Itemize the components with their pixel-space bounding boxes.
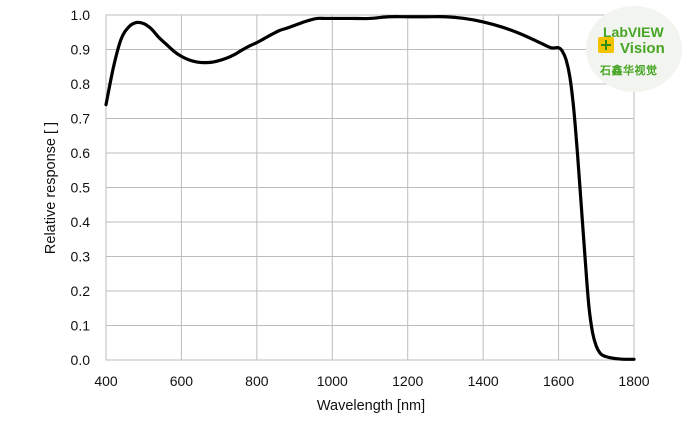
x-tick-label: 1800: [618, 373, 649, 389]
y-axis-title: Relative response [ ]: [43, 122, 59, 254]
x-tick-label: 1200: [392, 373, 423, 389]
series-line: [104, 15, 636, 361]
y-tick-label: 0.4: [71, 214, 91, 230]
x-tick-label: 400: [94, 373, 118, 389]
y-tick-label: 0.5: [71, 180, 91, 196]
plus-icon: [598, 37, 614, 53]
y-tick-label: 0.3: [71, 249, 91, 265]
y-tick-label: 0.1: [71, 318, 91, 334]
x-axis-title: Wavelength [nm]: [317, 398, 425, 414]
series-group: [104, 15, 636, 361]
x-tick-label: 1600: [543, 373, 574, 389]
x-tick-label: 800: [245, 373, 269, 389]
y-tick-label: 1.0: [71, 7, 91, 23]
logo-text-vision: Vision: [620, 40, 665, 57]
y-tick-label: 0.0: [71, 352, 91, 368]
y-tick-label: 0.6: [71, 145, 91, 161]
x-tick-labels: 400 600 800 1000 1200 1400 1600 1800: [94, 373, 649, 389]
logo-text-chinese: 石鑫华视觉: [600, 64, 658, 77]
y-tick-labels: 0.0 0.1 0.2 0.3 0.4 0.5 0.6 0.7 0.8 0.9 1.0: [71, 7, 91, 368]
plot-border: [105, 14, 635, 361]
y-tick-label: 0.2: [71, 283, 91, 299]
y-tick-label: 0.8: [71, 76, 91, 92]
logo-text-labview: LabVIEW: [603, 24, 664, 40]
y-tick-label: 0.7: [71, 111, 91, 127]
grid-lines: [105, 14, 635, 361]
x-tick-label: 1000: [317, 373, 348, 389]
y-tick-label: 0.9: [71, 42, 91, 58]
x-tick-label: 1400: [468, 373, 499, 389]
x-tick-label: 600: [170, 373, 194, 389]
